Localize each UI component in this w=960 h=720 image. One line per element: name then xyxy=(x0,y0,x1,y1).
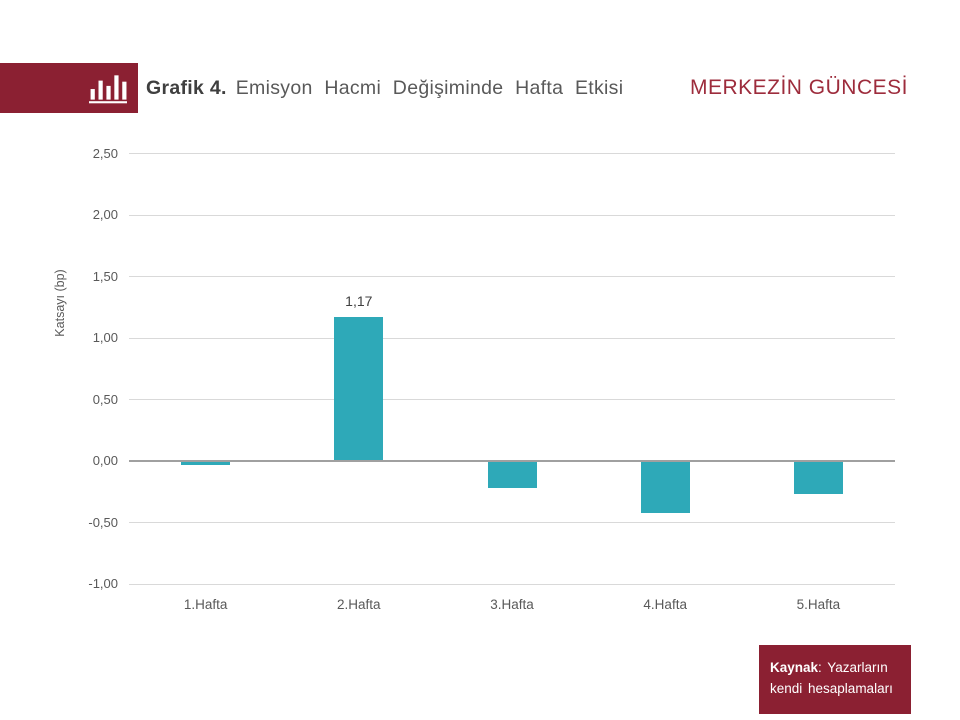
y-tick-label: 2,00 xyxy=(92,207,118,222)
bar-2-hafta xyxy=(334,317,384,460)
x-tick-label: 5.Hafta xyxy=(796,597,841,612)
gridline xyxy=(129,337,895,339)
gridline xyxy=(129,399,895,400)
x-tick-label: 2.Hafta xyxy=(337,597,381,612)
y-tick-label: 2,50 xyxy=(92,145,118,161)
source-text: : Yazarların kendi hesaplamaları xyxy=(770,660,893,696)
gridline xyxy=(129,522,895,523)
bar-value-label: 1,17 xyxy=(345,293,373,310)
bar-1-hafta xyxy=(181,462,231,465)
chart-title-text: Emisyon Hacmi Değişiminde Hafta Etkisi xyxy=(235,76,624,99)
y-tick-label: -0,50 xyxy=(88,514,118,530)
y-tick-label: 0,00 xyxy=(92,453,118,468)
gridline xyxy=(129,153,895,154)
gridline xyxy=(129,276,895,277)
logo-box xyxy=(0,63,138,113)
y-tick-label: -1,00 xyxy=(88,576,118,591)
source-label: Kaynak xyxy=(770,660,819,675)
y-tick-label: 1,00 xyxy=(92,330,118,345)
x-tick-label: 4.Hafta xyxy=(643,597,687,612)
x-tick-label: 1.Hafta xyxy=(183,597,228,612)
zero-axis-line xyxy=(129,460,895,462)
gridline xyxy=(129,214,895,216)
chart-title-prefix: Grafik 4. xyxy=(146,76,227,99)
chart-title: Grafik 4. Emisyon Hacmi Değişiminde Haft… xyxy=(146,63,623,113)
bar-chart-icon xyxy=(89,75,127,104)
bar-4-hafta xyxy=(640,462,690,513)
brand-logotype: MERKEZİN GÜNCESİ xyxy=(689,76,908,99)
gridline xyxy=(129,583,895,585)
x-tick-label: 3.Hafta xyxy=(490,597,534,612)
bar-5-hafta xyxy=(793,462,843,495)
y-tick-label: 1,50 xyxy=(92,268,118,284)
source-box: Kaynak: Yazarların kendi hesaplamaları xyxy=(759,645,911,714)
bar-3-hafta xyxy=(487,462,537,489)
y-tick-label: 0,50 xyxy=(92,391,118,407)
